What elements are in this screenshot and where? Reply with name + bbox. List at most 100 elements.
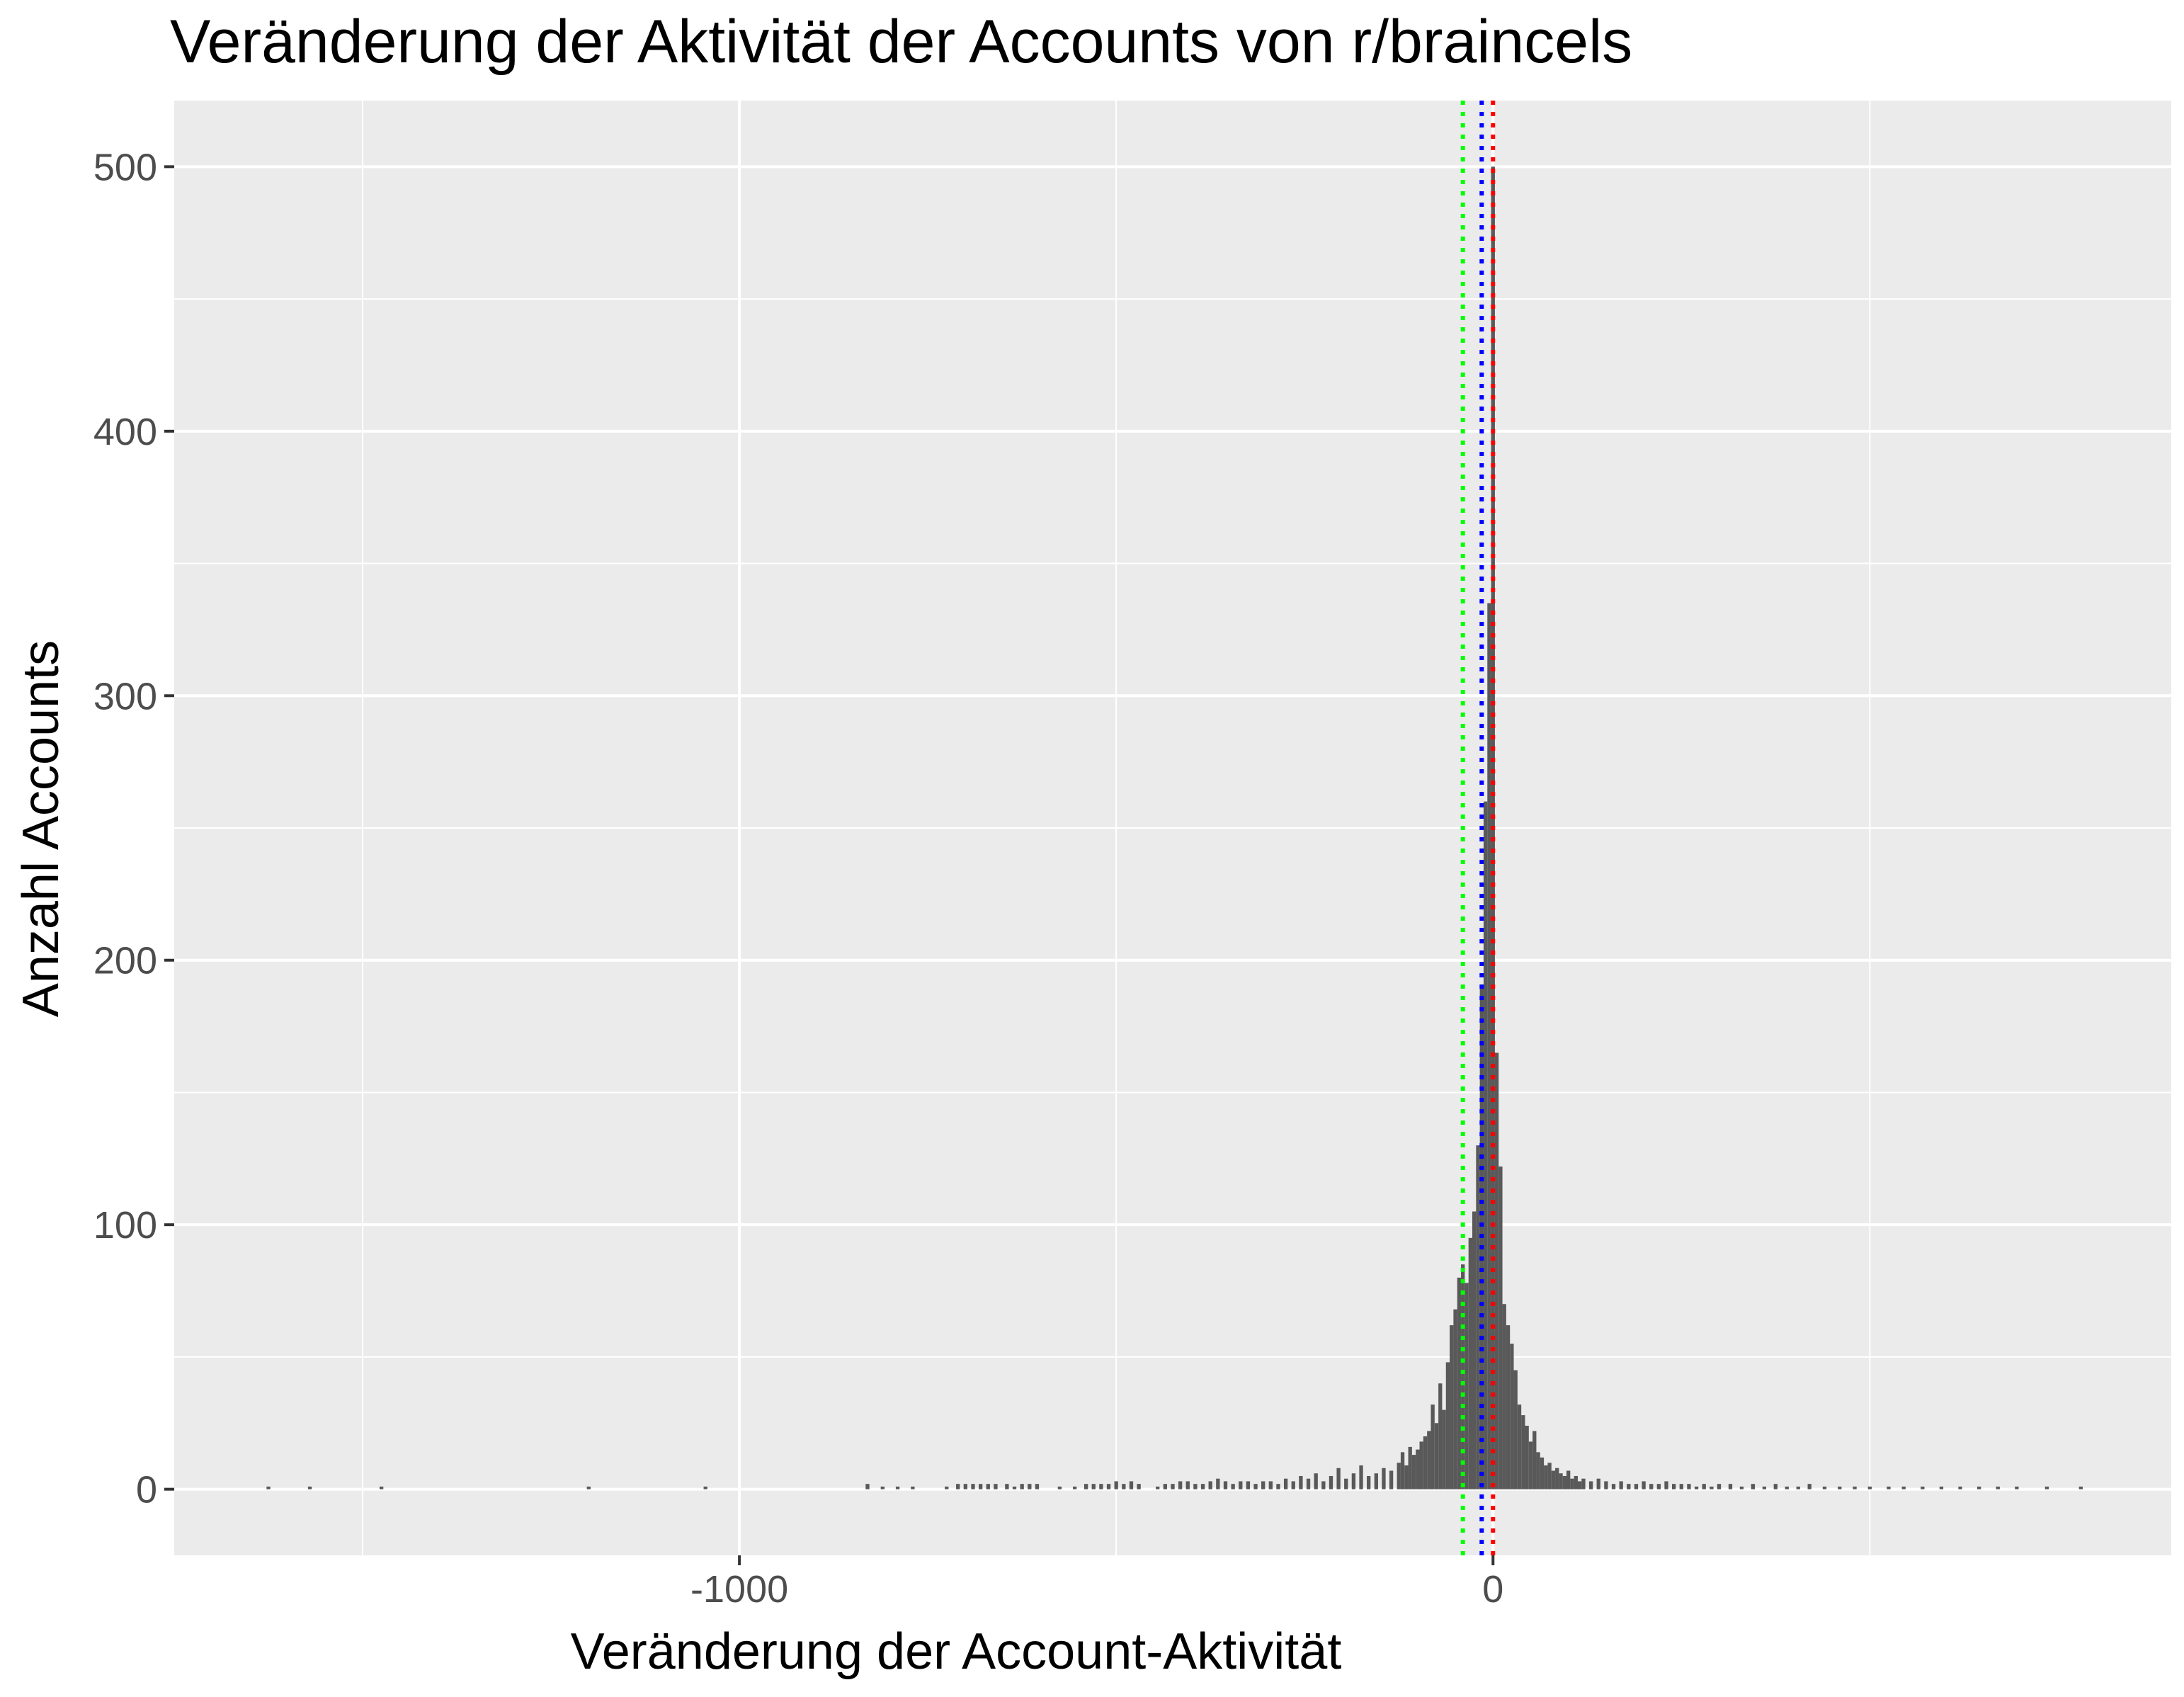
chart-title: Veränderung der Aktivität der Accounts v… [170,8,1632,76]
histogram-bar [1344,1478,1348,1489]
histogram-bar [1958,1486,1962,1489]
histogram-bar [2015,1486,2019,1489]
axis-ticks: -1000 0 0 100 200 300 400 500 [93,146,1503,1611]
y-tick-label: 400 [93,411,157,453]
histogram-bar [1005,1484,1009,1489]
histogram-bar [1200,1484,1205,1489]
histogram-bar [1547,1463,1552,1489]
y-tick-label: 300 [93,675,157,717]
histogram-bar [2078,1486,2083,1489]
histogram-bar [1419,1441,1423,1489]
histogram-bar [1057,1486,1062,1489]
histogram-bar [1073,1486,1077,1489]
histogram-bar [1291,1481,1295,1489]
histogram-bar [1540,1457,1545,1489]
histogram-bar [1114,1481,1118,1489]
histogram-bar [1450,1325,1454,1489]
histogram-bar [1672,1484,1676,1489]
x-tick-label: 0 [1482,1568,1503,1611]
histogram-bar [1939,1486,1944,1489]
histogram-bar [1574,1475,1578,1489]
histogram-bar [1506,1325,1511,1489]
histogram-bar [307,1486,312,1489]
histogram-bar [1664,1481,1668,1489]
histogram-bar [1762,1486,1767,1489]
histogram-bar [1717,1484,1722,1489]
histogram-bar [1901,1486,1906,1489]
histogram-bar [1838,1486,1842,1489]
histogram-bar [1536,1452,1540,1489]
histogram-bar [1642,1481,1646,1489]
histogram-bar [1796,1486,1800,1489]
histogram-bar [1106,1484,1111,1489]
histogram-bar [1853,1486,1857,1489]
histogram-bar [1559,1473,1563,1489]
x-tick-label: -1000 [690,1568,788,1611]
histogram-bar [1283,1478,1288,1489]
histogram-bar [1562,1475,1567,1489]
major-gridlines [174,101,2171,1555]
histogram-bar [1389,1470,1394,1489]
histogram-bar [1521,1415,1525,1489]
histogram-bar [1822,1486,1827,1489]
histogram-bar [1299,1475,1303,1489]
histogram-bar [1867,1486,1872,1489]
histogram-bar [1404,1465,1409,1489]
histogram-bar [1464,1283,1469,1489]
histogram-bar [1588,1481,1593,1489]
histogram-bar [1656,1484,1661,1489]
histogram-bar [1261,1481,1266,1489]
histogram-bar [1411,1455,1416,1489]
histogram-bar [1977,1486,1981,1489]
histogram-bar [1035,1484,1040,1489]
histogram-bar [1611,1484,1616,1489]
histogram-bar [1728,1484,1733,1489]
histogram-bar [1367,1475,1371,1489]
histogram-bar [956,1484,960,1489]
histogram-bar [1351,1473,1356,1489]
histogram-bar [1253,1484,1258,1489]
histogram-bar [1634,1484,1639,1489]
histogram-bar [1185,1481,1190,1489]
histogram-bar [1461,1264,1465,1489]
histogram-bar [1483,801,1488,1489]
histogram-bar [1314,1473,1318,1489]
histogram-bar [1445,1362,1450,1489]
histogram-bar [1513,1370,1518,1489]
histogram-bar [1099,1484,1103,1489]
histogram-bar [1434,1423,1439,1489]
histogram-bar [1710,1486,1714,1489]
histogram-bar [1423,1436,1428,1489]
histogram-bar [1887,1486,1891,1489]
histogram-bar [1374,1473,1378,1489]
histogram-bar [1268,1481,1273,1489]
histogram-bar [1570,1478,1574,1489]
histogram-bar [880,1486,885,1489]
histogram-bar [1566,1470,1571,1489]
histogram-bar [1336,1468,1341,1489]
histogram-bar [1555,1468,1559,1489]
histogram-bar [986,1484,990,1489]
histogram-bar [1532,1431,1537,1489]
histogram-bar [1525,1426,1529,1489]
histogram-bar [1178,1481,1183,1489]
histogram-bar [1193,1484,1198,1489]
histogram-bar [266,1486,271,1489]
histogram-bar [865,1484,870,1489]
histogram-bar [1382,1468,1386,1489]
histogram-bar [1321,1481,1326,1489]
histogram-bar [1577,1481,1582,1489]
histogram-bar [1510,1344,1514,1489]
histogram-bar [1649,1484,1654,1489]
histogram-bar [1544,1465,1548,1489]
y-tick-label: 0 [136,1469,157,1511]
histogram-bar [1163,1484,1168,1489]
reference-lines [1460,101,1496,1555]
histogram-bar [1773,1484,1778,1489]
histogram-bar [1596,1478,1600,1489]
y-axis-title: Anzahl Accounts [13,640,69,1017]
histogram-bar [1457,1277,1462,1489]
histogram-bar [1216,1478,1220,1489]
histogram-bar [1494,1052,1499,1489]
